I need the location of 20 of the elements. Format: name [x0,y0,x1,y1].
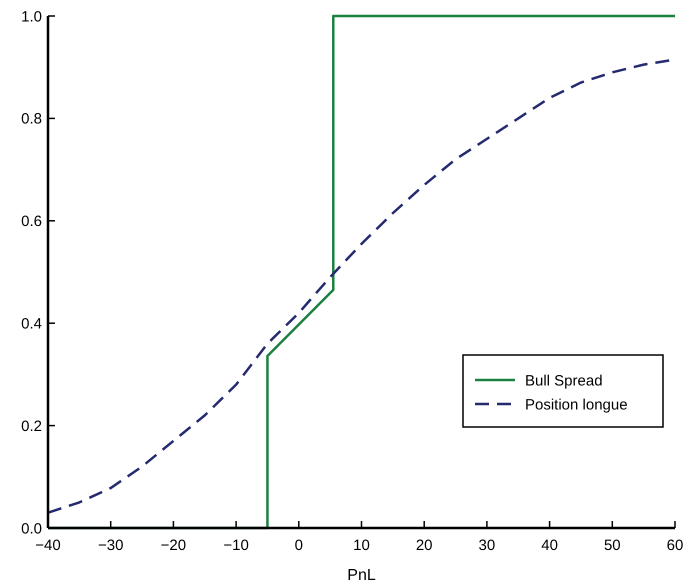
x-tick-label: 40 [541,537,558,554]
x-tick-label: 30 [478,537,496,554]
x-tick-label: −20 [160,537,186,554]
x-tick-label: −40 [35,537,61,554]
x-tick-label: 10 [353,537,370,554]
x-tick-label: 0 [294,537,303,554]
legend-label: Bull Spread [525,372,603,390]
x-tick-label: 20 [416,537,433,554]
x-tick-label: 50 [604,537,621,554]
legend-label: Position longue [525,396,628,414]
y-tick-label: 0.4 [21,315,42,332]
x-axis-title: PnL [347,567,376,584]
y-tick-label: 0.8 [21,110,42,128]
y-tick-label: 0.2 [21,418,42,435]
x-tick-label: −10 [223,537,249,554]
x-tick-label: −30 [98,537,124,554]
y-tick-label: 1.0 [21,8,42,26]
y-tick-label: 0.6 [21,213,42,230]
y-tick-label: 0.0 [21,520,42,538]
x-tick-label: 60 [666,537,684,554]
